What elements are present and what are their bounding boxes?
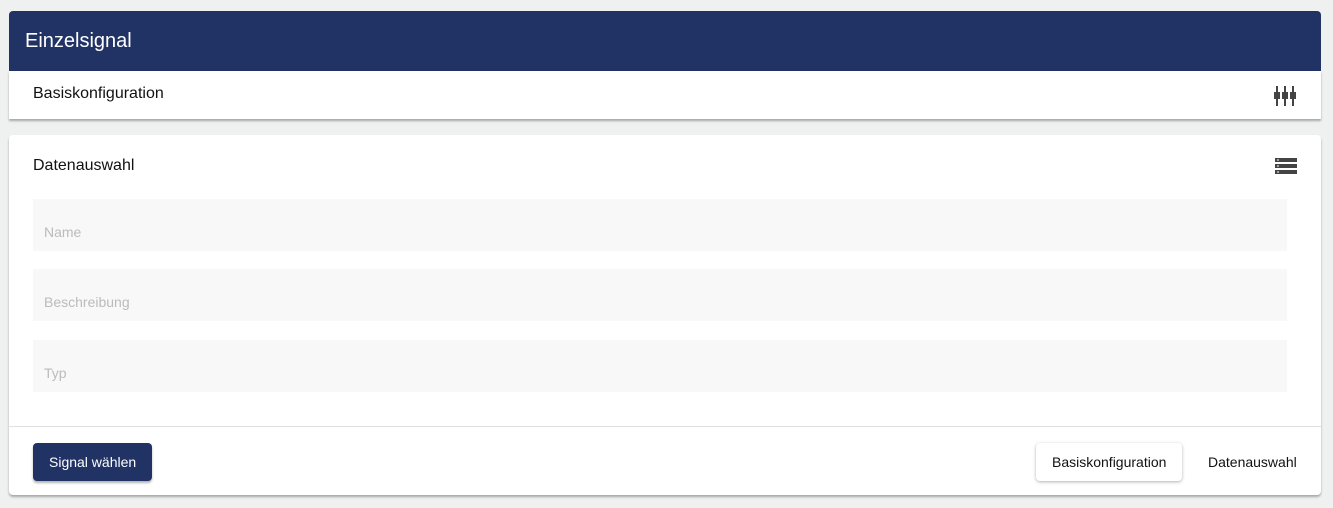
panel-title: Datenauswahl [33, 157, 135, 174]
typ-field[interactable]: Typ [33, 340, 1287, 392]
signal-waehlen-button[interactable]: Signal wählen [33, 443, 153, 481]
name-placeholder: Name [44, 224, 82, 240]
datenauswahl-button[interactable]: Datenauswahl [1192, 443, 1313, 481]
basiskonfiguration-button[interactable]: Basiskonfiguration [1036, 443, 1183, 481]
panel-title: Basiskonfiguration [33, 85, 164, 102]
beschreibung-field[interactable]: Beschreibung [33, 269, 1287, 321]
basiskonfiguration-panel[interactable]: Basiskonfiguration [9, 71, 1321, 119]
sliders-icon [1274, 86, 1296, 106]
name-field[interactable]: Name [33, 199, 1287, 251]
beschreibung-placeholder: Beschreibung [44, 294, 130, 310]
page-title: Einzelsignal [25, 30, 132, 52]
datenauswahl-panel: Datenauswahl Name Beschreibung Typ Signa… [9, 135, 1321, 495]
typ-placeholder: Typ [44, 365, 67, 381]
divider [9, 426, 1321, 427]
list-icon [1275, 158, 1297, 174]
page-header: Einzelsignal [9, 11, 1321, 71]
